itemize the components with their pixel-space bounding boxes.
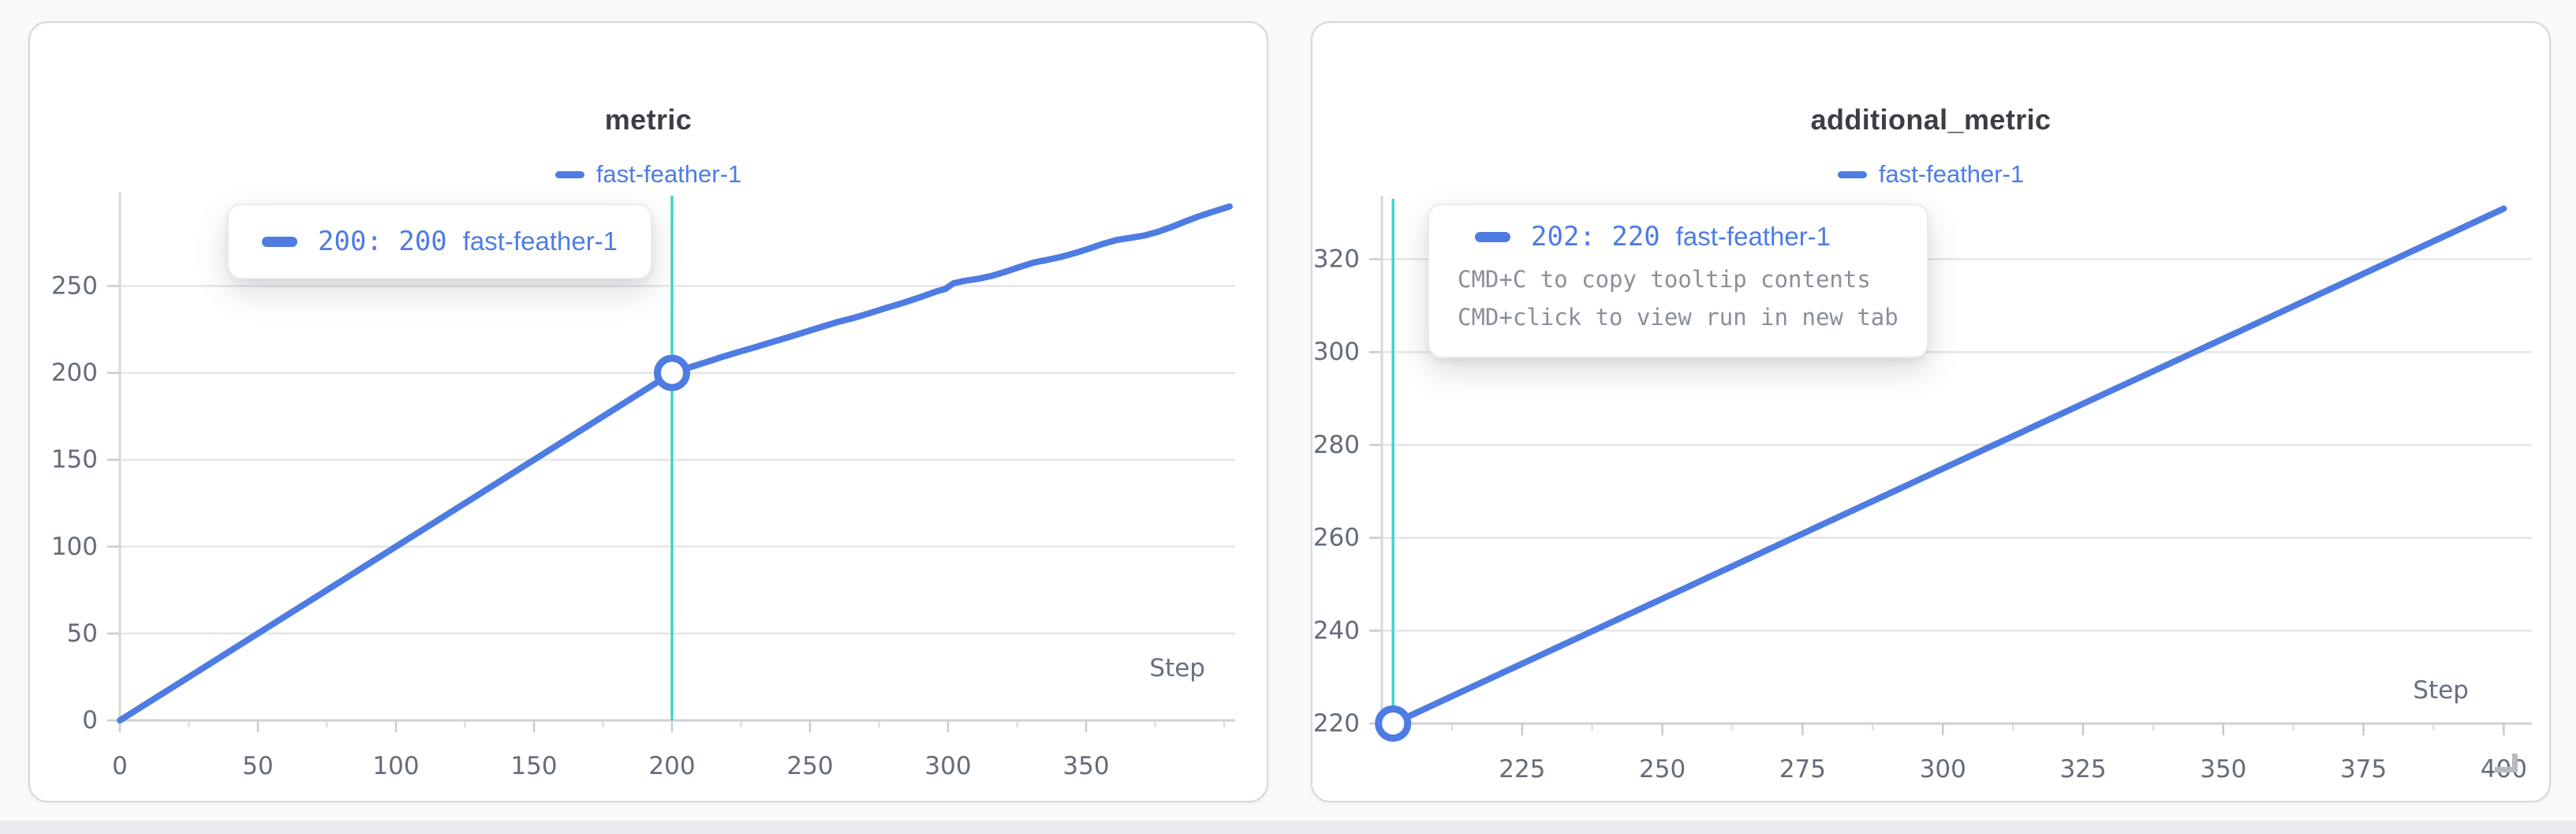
- svg-text:100: 100: [51, 533, 98, 561]
- svg-text:0: 0: [112, 752, 128, 780]
- svg-text:200: 200: [648, 752, 695, 780]
- chart-legend[interactable]: fast-feather-1: [1312, 160, 2549, 188]
- svg-text:220: 220: [1313, 709, 1360, 738]
- chart-title: additional_metric: [1810, 103, 2051, 136]
- tooltip-title-row: 200: 200 fast-feather-1: [262, 226, 618, 257]
- panel-metric[interactable]: metric fast-feather-1 0 50 100 150 200 250 0 50…: [28, 21, 1268, 802]
- panel-additional-metric[interactable]: additional_metric fast-feather-1 220 240 2…: [1311, 21, 2551, 802]
- svg-text:50: 50: [242, 752, 273, 780]
- tooltip-run-name[interactable]: fast-feather-1: [1675, 222, 1831, 251]
- svg-text:250: 250: [786, 752, 833, 780]
- x-axis-title: Step: [2413, 676, 2469, 705]
- svg-text:100: 100: [372, 752, 419, 780]
- tooltip-title-row: 202: 220 fast-feather-1: [1475, 221, 1898, 252]
- chart-tooltip: 200: 200 fast-feather-1: [227, 204, 653, 279]
- svg-text:240: 240: [1313, 616, 1360, 645]
- svg-text:150: 150: [51, 446, 98, 474]
- tooltip-run-name[interactable]: fast-feather-1: [462, 226, 618, 256]
- svg-text:320: 320: [1313, 245, 1360, 274]
- tooltip-series-line-icon: [262, 236, 297, 247]
- tooltip-step-value: 202: 220: [1531, 221, 1660, 252]
- svg-text:250: 250: [1639, 755, 1686, 784]
- svg-text:200: 200: [51, 359, 98, 387]
- chart-tooltip: 202: 220 fast-feather-1 CMD+C to copy to…: [1428, 204, 1928, 358]
- legend-line-icon: [554, 170, 584, 178]
- svg-text:260: 260: [1313, 524, 1360, 552]
- chart-legend[interactable]: fast-feather-1: [30, 160, 1267, 188]
- legend-run-name: fast-feather-1: [595, 160, 742, 188]
- tooltip-step-value: 200: 200: [318, 226, 447, 257]
- svg-text:225: 225: [1499, 755, 1545, 784]
- svg-text:250: 250: [51, 272, 98, 301]
- svg-text:0: 0: [82, 706, 98, 735]
- svg-text:300: 300: [1920, 755, 1966, 784]
- svg-text:300: 300: [1313, 338, 1360, 366]
- svg-text:275: 275: [1779, 755, 1826, 784]
- tooltip-copy-hint: CMD+C to copy tooltip contents: [1458, 266, 1871, 293]
- svg-text:325: 325: [2059, 755, 2106, 784]
- legend-run-name: fast-feather-1: [1878, 160, 2025, 188]
- x-axis-title: Step: [1149, 654, 1205, 683]
- line-chart-metric[interactable]: 0 50 100 150 200 250 0 50 100 150 200 250 300 350: [30, 23, 1270, 804]
- chart-title: metric: [604, 103, 693, 136]
- svg-text:50: 50: [67, 619, 98, 648]
- next-row-panels-edge: [0, 821, 2576, 834]
- panel-resize-handle[interactable]: [2495, 754, 2518, 772]
- svg-text:150: 150: [510, 752, 557, 780]
- svg-text:280: 280: [1313, 431, 1360, 459]
- svg-text:350: 350: [2200, 755, 2246, 784]
- legend-line-icon: [1837, 170, 1867, 178]
- svg-text:350: 350: [1062, 752, 1109, 780]
- tooltip-open-run-hint: CMD+click to view run in new tab: [1458, 304, 1898, 331]
- tooltip-series-line-icon: [1475, 231, 1510, 242]
- svg-text:375: 375: [2340, 755, 2387, 784]
- svg-text:300: 300: [924, 752, 971, 780]
